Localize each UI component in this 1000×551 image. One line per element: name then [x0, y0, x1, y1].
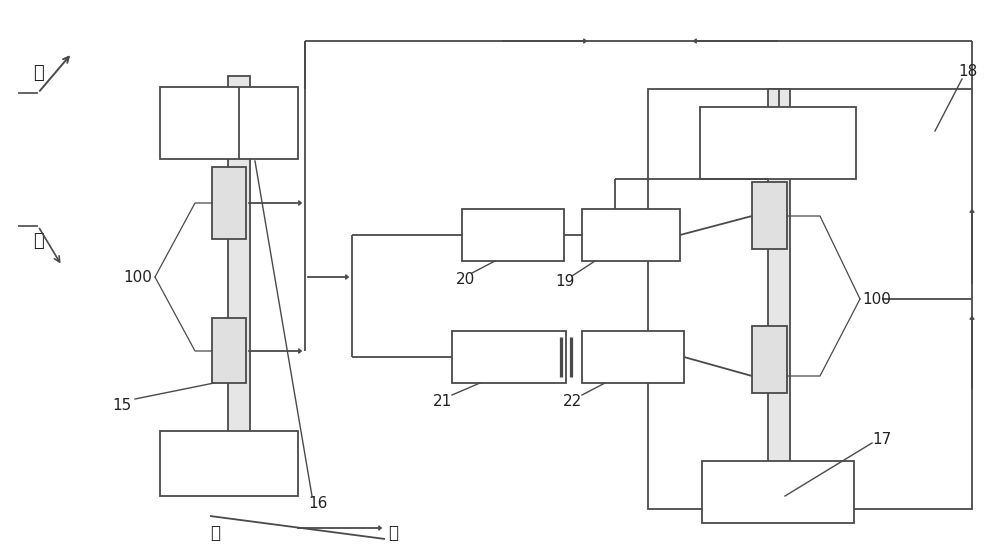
Text: 右: 右 — [33, 64, 43, 82]
Bar — [700, 107, 856, 179]
Text: 100: 100 — [862, 291, 891, 306]
Text: 17: 17 — [872, 431, 892, 446]
Text: 20: 20 — [455, 272, 475, 287]
Bar — [582, 209, 680, 261]
Text: 19: 19 — [555, 273, 575, 289]
Bar — [702, 461, 854, 523]
Bar — [582, 331, 684, 383]
Bar — [452, 331, 566, 383]
Bar — [212, 318, 246, 383]
Text: 18: 18 — [958, 63, 978, 78]
Bar — [160, 431, 298, 496]
Bar — [648, 89, 972, 509]
Bar — [462, 209, 564, 261]
Bar — [768, 89, 790, 516]
Bar — [752, 326, 787, 393]
Text: 后: 后 — [388, 524, 398, 542]
Text: 前: 前 — [210, 524, 220, 542]
Bar — [212, 167, 246, 239]
Bar — [228, 76, 250, 479]
Text: 100: 100 — [123, 269, 152, 284]
Text: 21: 21 — [432, 393, 452, 408]
Text: 左: 左 — [33, 232, 43, 250]
Text: 15: 15 — [112, 397, 132, 413]
Bar — [160, 87, 298, 159]
Text: 16: 16 — [308, 495, 328, 510]
Text: 22: 22 — [562, 393, 582, 408]
Bar — [752, 182, 787, 249]
